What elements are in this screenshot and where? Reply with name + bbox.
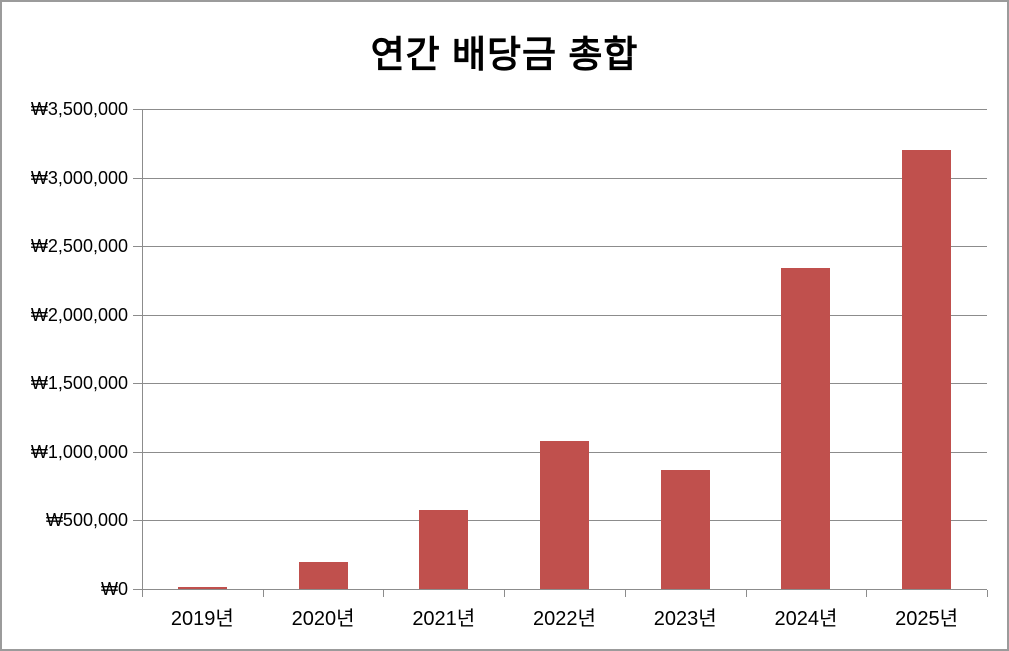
y-axis-label: ₩2,000,000: [30, 304, 128, 325]
y-axis-label: ₩1,500,000: [30, 373, 128, 394]
gridline: [133, 314, 987, 316]
x-axis-line: [133, 589, 987, 590]
y-axis-label: ₩500,000: [45, 510, 128, 531]
gridline: [133, 177, 987, 179]
x-axis-labels: 2019년 2020년 2021년 2022년 2023년 2024년 2025년: [142, 603, 987, 635]
x-axis-tick: [504, 590, 505, 597]
bar-2023년: [660, 470, 710, 589]
y-axis-labels: ₩0 ₩500,000 ₩1,000,000 ₩1,500,000 ₩2,000,000…: [2, 99, 128, 599]
bar-2022년: [540, 441, 589, 589]
gridline: [133, 109, 987, 110]
bar-2021년: [419, 510, 469, 589]
bar-2020년: [298, 562, 348, 589]
y-axis-line: [142, 109, 143, 590]
y-axis-label: ₩3,000,000: [30, 167, 128, 188]
x-axis-tick: [383, 590, 384, 597]
y-axis-label: ₩3,500,000: [30, 99, 128, 119]
y-axis-label: ₩0: [101, 579, 128, 599]
gridline: [133, 246, 987, 248]
x-axis-label: 2021년: [412, 608, 476, 630]
x-axis-label: 2022년: [533, 608, 596, 630]
x-axis-label: 2025년: [895, 608, 959, 630]
x-axis-label: 2020년: [291, 608, 355, 630]
x-axis-tick: [866, 590, 867, 597]
y-axis-label: ₩1,000,000: [30, 441, 128, 462]
plot-area: [133, 109, 988, 597]
bar-2019년: [177, 587, 227, 589]
bar-2025년: [902, 150, 952, 589]
x-axis-label: 2023년: [653, 608, 717, 630]
x-axis-label: 2024년: [774, 608, 838, 630]
x-axis-tick: [263, 590, 264, 597]
gridline: [133, 383, 987, 385]
y-axis-label: ₩2,500,000: [30, 236, 128, 257]
bar-2024년: [781, 268, 831, 589]
x-axis-tick: [625, 590, 626, 597]
x-axis-tick: [142, 590, 143, 597]
x-axis-label: 2019년: [170, 608, 234, 630]
chart-title: 연간 배당금 총합: [370, 34, 639, 75]
x-axis-tick: [746, 590, 747, 597]
x-axis-tick: [987, 590, 988, 597]
